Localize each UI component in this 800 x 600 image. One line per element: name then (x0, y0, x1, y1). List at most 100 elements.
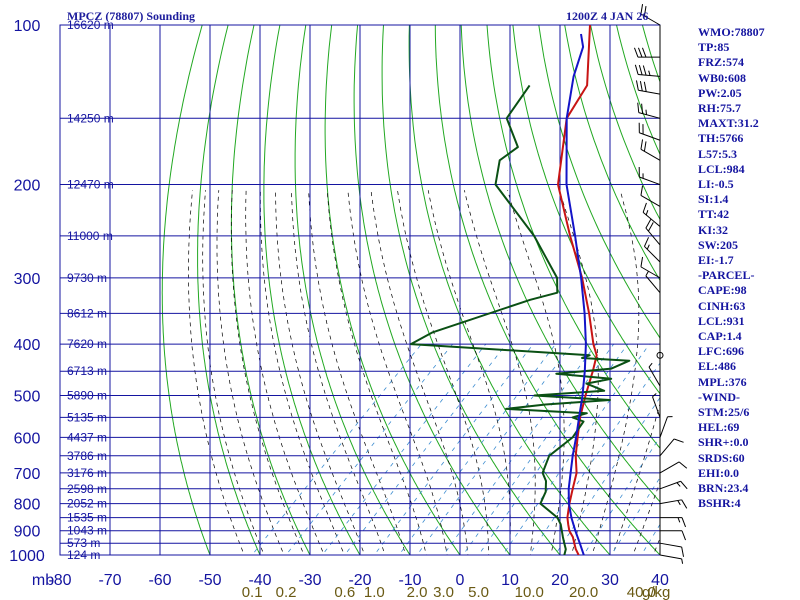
barb-staff (645, 275, 661, 294)
pressure-tick-label: 600 (14, 430, 41, 447)
barb-half-feather (645, 271, 649, 277)
height-label: 2052 m (67, 497, 107, 511)
barb-staff (659, 542, 682, 548)
mixing-ratio-line (344, 343, 507, 555)
barb-feather (680, 480, 688, 490)
moist-adiabat (216, 190, 285, 555)
mixing-ratio-line (398, 343, 556, 555)
moist-adiabat (245, 190, 325, 555)
index-item: BRN:23.4 (698, 481, 749, 496)
dry-adiabat (294, 25, 411, 555)
wind-barb (659, 480, 688, 490)
index-item: MAXT:31.2 (698, 116, 759, 131)
wind-barb (648, 362, 661, 387)
height-label: 3786 m (67, 449, 107, 463)
wind-barb (640, 139, 661, 161)
wind-barb (656, 351, 664, 359)
index-item: CAPE:98 (698, 283, 747, 298)
index-item: EHI:0.0 (698, 465, 740, 480)
dry-adiabat (512, 25, 660, 395)
barb-feather (633, 47, 639, 58)
index-item: PW:2.05 (698, 85, 742, 100)
dry-adiabat (793, 13, 800, 566)
pressure-tick-label: 300 (14, 271, 41, 288)
temperature-tick-label: 10 (501, 572, 519, 589)
moist-adiabat (202, 190, 265, 555)
index-item: SW:205 (698, 237, 739, 252)
dry-adiabat (161, 25, 211, 555)
index-item: FRZ:574 (698, 55, 744, 70)
barb-feather (640, 256, 644, 267)
barb-feather (678, 461, 688, 469)
wind-barb (652, 393, 661, 418)
dry-adiabat (408, 25, 611, 555)
barb-staff (639, 132, 661, 141)
barb-staff (648, 366, 661, 387)
moist-adiabat (308, 190, 407, 555)
index-item: SRDS:60 (698, 450, 745, 465)
index-item: TT:42 (698, 207, 730, 222)
index-item: MPL:376 (698, 374, 747, 389)
barb-feather (641, 47, 647, 58)
wind-barb (659, 542, 685, 557)
wind-barb (660, 530, 687, 541)
barb-half-feather (645, 109, 647, 115)
barb-feather (681, 546, 685, 557)
mixing-ratio-lines (251, 343, 660, 555)
wind-barb (645, 271, 661, 294)
index-item: RH:75.7 (698, 101, 741, 116)
mixing-ratio-label: 1.0 (364, 584, 385, 600)
moist-adiabat (507, 190, 565, 555)
moist-adiabat (291, 190, 386, 555)
temperature-tick-label: -70 (98, 572, 121, 589)
barb-feather (643, 6, 647, 17)
barb-staff (659, 461, 680, 474)
wind-barb (638, 122, 661, 141)
height-label: 1043 m (67, 524, 107, 538)
sounding-traces (409, 25, 631, 555)
dry-adiabat (381, 25, 561, 555)
barb-feather (642, 65, 647, 76)
pressure-tick-label: 900 (14, 524, 41, 541)
mixing-ratio-label: 5.0 (468, 584, 489, 600)
barb-half-feather (681, 558, 684, 564)
barb-staff (644, 246, 661, 263)
index-item: KI:32 (698, 222, 728, 237)
barb-feather (642, 202, 647, 213)
height-label: 573 m (67, 536, 100, 550)
barb-feather (640, 139, 644, 150)
dry-adiabat (538, 25, 660, 339)
mixing-ratio-line (321, 343, 487, 555)
dry-adiabat (590, 25, 660, 221)
mixing-ratio-label: 40.0 (627, 584, 656, 600)
index-item: LFC:696 (698, 344, 744, 359)
index-item: SI:1.4 (698, 192, 729, 207)
height-label: 12470 m (67, 178, 114, 192)
pressure-unit-label: mb (32, 572, 54, 589)
barb-staff (638, 73, 661, 77)
wind-barb (659, 461, 688, 474)
mixing-ratio-line (462, 343, 615, 555)
barb-feather (643, 141, 647, 152)
height-label: 9730 m (67, 271, 107, 285)
pressure-tick-label: 700 (14, 466, 41, 483)
barb-half-feather (646, 244, 650, 250)
index-item: STM:25/6 (698, 405, 750, 420)
indices-panel: WMO:78807 TP:85 FRZ:574 WB0:608 PW:2.05 RH:75… (698, 25, 765, 512)
barb-feather (681, 517, 687, 528)
wind-barb (659, 416, 673, 438)
barb-feather (681, 530, 687, 541)
moist-adiabat (632, 481, 660, 555)
index-item: -WIND- (698, 389, 740, 404)
barb-feather (640, 185, 644, 196)
barb-half-feather (648, 70, 651, 76)
barb-feather (641, 103, 644, 114)
mixing-ratio-unit-label: g/kg (642, 584, 670, 600)
height-label: 14250 m (67, 111, 114, 125)
barb-staff (659, 554, 682, 560)
wind-barb (634, 64, 661, 77)
barb-feather (637, 47, 643, 58)
height-label: 11000 m (67, 229, 113, 243)
barb-staff (638, 112, 661, 119)
